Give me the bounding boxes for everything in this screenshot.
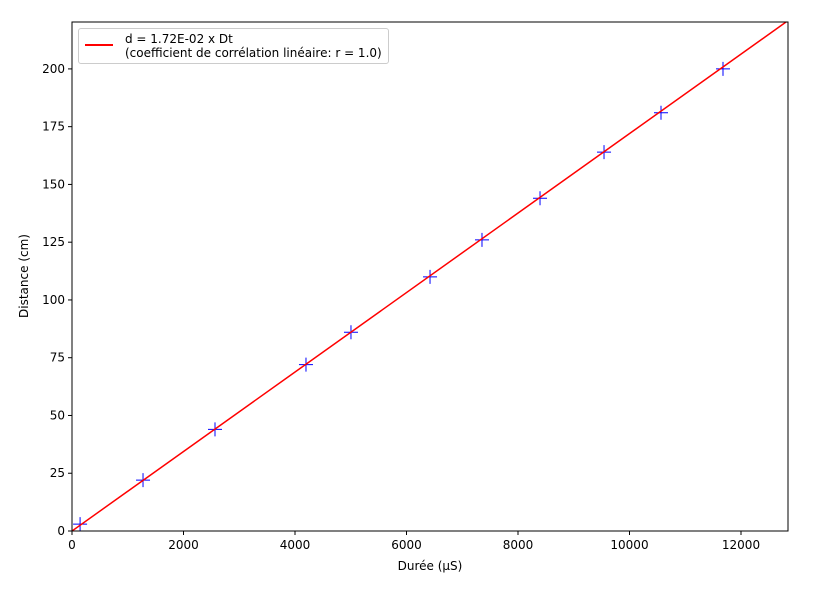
y-tick-label: 0	[57, 524, 65, 538]
x-tick-label: 6000	[391, 538, 422, 552]
legend: d = 1.72E-02 x Dt (coefficient de corrél…	[78, 28, 389, 64]
plot-frame	[71, 21, 789, 532]
x-tick-label: 8000	[503, 538, 534, 552]
x-tick-label: 0	[68, 538, 76, 552]
y-tick-label: 25	[50, 466, 65, 480]
x-tick-label: 2000	[168, 538, 199, 552]
y-tick-label: 175	[42, 120, 65, 134]
y-tick-label: 150	[42, 177, 65, 191]
marker	[423, 269, 438, 284]
x-axis-label: Durée (µS)	[398, 559, 463, 573]
y-tick-label: 200	[42, 62, 65, 76]
marker	[654, 105, 669, 120]
x-tick-label: 10000	[610, 538, 648, 552]
y-tick-label: 50	[50, 408, 65, 422]
x-tick-label: 4000	[280, 538, 311, 552]
marker	[715, 61, 730, 76]
y-axis-label: Distance (cm)	[17, 234, 31, 318]
y-tick-label: 75	[50, 351, 65, 365]
legend-label: d = 1.72E-02 x Dt (coefficient de corrél…	[125, 32, 382, 60]
y-tick-label: 125	[42, 235, 65, 249]
marker	[73, 517, 88, 532]
x-tick-label: 12000	[722, 538, 760, 552]
legend-swatch	[85, 44, 113, 46]
y-tick-label: 100	[42, 293, 65, 307]
fit-line	[72, 22, 788, 531]
marker	[474, 232, 489, 247]
